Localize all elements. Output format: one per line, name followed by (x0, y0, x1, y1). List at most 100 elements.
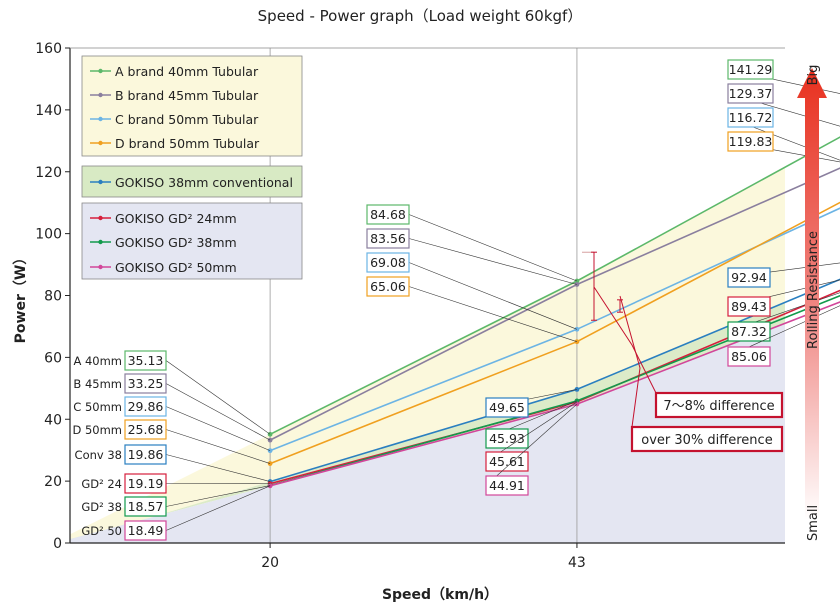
series-short-label: D 50mm (72, 423, 122, 437)
data-label: 18.49 (128, 523, 164, 538)
data-label: 18.57 (128, 499, 164, 514)
data-label-box (366, 228, 410, 249)
legend-entry: GOKISO GD² 50mm (115, 260, 237, 275)
x-axis-label: Speed（km/h） (382, 587, 498, 603)
data-label: 19.86 (128, 447, 164, 462)
y-tick-label: 160 (35, 41, 62, 57)
data-label: 116.72 (729, 110, 773, 125)
legend-entry: A brand 40mm Tubular (115, 64, 259, 79)
rolling-resistance-big: Big (806, 65, 821, 86)
series-short-label: GD² 24 (81, 477, 122, 491)
data-label: 25.68 (128, 422, 164, 437)
series-short-label: B 45mm (73, 377, 122, 391)
leader-line (408, 286, 578, 343)
x-tick-label: 20 (261, 555, 279, 571)
data-label-box (124, 373, 167, 394)
data-label: 65.06 (370, 279, 406, 294)
data-label: 29.86 (128, 399, 164, 414)
legend-swatch-marker (98, 179, 103, 185)
y-tick-label: 60 (44, 350, 62, 366)
legend-entry: GOKISO GD² 38mm (115, 235, 237, 250)
data-label-box (727, 321, 771, 342)
series-short-label: GD² 38 (81, 500, 122, 514)
data-label-box (366, 252, 410, 273)
data-label-box (124, 473, 167, 494)
data-label: 49.65 (489, 400, 525, 415)
data-label: 69.08 (370, 255, 406, 270)
series-short-label: C 50mm (73, 400, 122, 414)
series-short-label: Conv 38 (75, 448, 122, 462)
y-tick-label: 140 (35, 103, 62, 119)
legend-swatch-marker (98, 92, 103, 98)
series-short-label: A 40mm (73, 354, 122, 368)
data-label: 129.37 (729, 86, 773, 101)
legend-swatch-marker (98, 264, 103, 270)
y-tick-label: 80 (44, 289, 62, 305)
data-label-box (124, 496, 167, 517)
pointer-small (593, 286, 657, 394)
data-label-box (366, 204, 410, 225)
data-label: 19.19 (128, 476, 164, 491)
callout-small-box (654, 391, 784, 419)
chart-title: Speed - Power graph（Load weight 60kgf） (258, 7, 583, 25)
y-tick-label: 100 (35, 227, 62, 243)
data-label: 84.68 (370, 207, 406, 222)
legend-swatch-marker (98, 239, 103, 245)
zone-gokiso (70, 301, 840, 543)
y-axis-label: Power（W） (13, 251, 29, 344)
callout-large-text: over 30% difference (641, 433, 772, 448)
data-label-box (727, 107, 774, 128)
data-label: 83.56 (370, 231, 406, 246)
y-tick-label: 20 (44, 474, 62, 490)
data-label-box (366, 276, 410, 297)
data-label-box (727, 59, 774, 80)
y-tick-label: 40 (44, 412, 62, 428)
legend-swatch-marker (98, 215, 103, 221)
legend-box-gokiso (81, 202, 303, 280)
data-label-box (727, 346, 771, 367)
legend-entry: GOKISO GD² 24mm (115, 211, 237, 226)
data-label-box (124, 444, 167, 465)
data-label-box (124, 419, 167, 440)
leader-line (408, 262, 578, 330)
leader-line (408, 214, 578, 282)
legend-swatch-marker (98, 68, 103, 74)
y-tick-label: 120 (35, 165, 62, 181)
rolling-resistance-arrow (797, 68, 827, 520)
x-tick-label: 43 (568, 555, 586, 571)
data-label: 44.91 (489, 478, 525, 493)
data-label-box (485, 475, 529, 496)
data-label-box (727, 296, 771, 317)
callout-large-box (630, 425, 784, 453)
data-label: 33.25 (128, 376, 164, 391)
data-label-box (727, 83, 774, 104)
data-label-box (124, 350, 167, 371)
leader-line (408, 238, 578, 285)
pointer-large (619, 295, 641, 428)
data-label: 45.61 (489, 454, 525, 469)
leader-line (165, 429, 271, 464)
series-short-label: GD² 50 (81, 524, 122, 538)
leader-line (165, 454, 271, 482)
data-label: 119.83 (729, 134, 773, 149)
rolling-resistance-small: Small (806, 505, 821, 541)
leader-line (165, 360, 271, 435)
data-label-box (124, 396, 167, 417)
legend-entry: D brand 50mm Tubular (115, 136, 260, 151)
leader-line (165, 406, 271, 451)
zone-competitor (70, 48, 840, 542)
data-label: 89.43 (731, 299, 767, 314)
leader-line (165, 485, 271, 507)
data-label-box (727, 131, 774, 152)
legend-entry: C brand 50mm Tubular (115, 112, 259, 127)
data-label-box (485, 397, 529, 418)
legend-swatch-marker (98, 116, 103, 122)
data-label-box (124, 520, 167, 541)
y-tick-label: 0 (53, 536, 62, 552)
legend-swatch-marker (98, 140, 103, 146)
leader-line (165, 383, 271, 441)
leader-line (165, 485, 271, 531)
rolling-resistance-label: Rolling Resistance (806, 231, 821, 349)
